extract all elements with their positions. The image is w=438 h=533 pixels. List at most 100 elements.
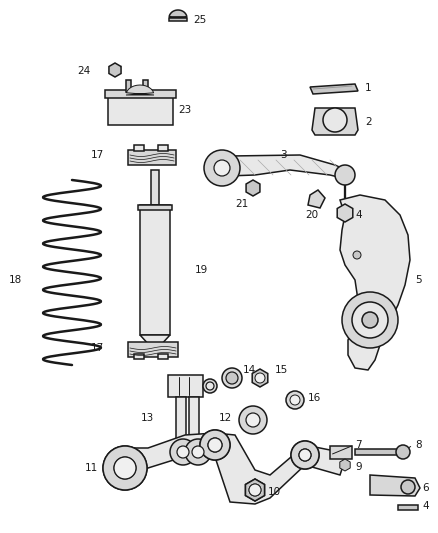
Polygon shape bbox=[340, 195, 410, 370]
Polygon shape bbox=[370, 475, 420, 496]
Circle shape bbox=[299, 449, 311, 461]
Circle shape bbox=[208, 438, 222, 452]
Text: 24: 24 bbox=[77, 66, 90, 76]
Circle shape bbox=[185, 439, 211, 465]
Text: 12: 12 bbox=[219, 413, 232, 423]
Polygon shape bbox=[189, 397, 199, 440]
Polygon shape bbox=[143, 80, 148, 92]
Circle shape bbox=[204, 150, 240, 186]
Circle shape bbox=[239, 406, 267, 434]
Circle shape bbox=[114, 457, 136, 479]
Polygon shape bbox=[126, 80, 131, 92]
Text: 16: 16 bbox=[308, 393, 321, 403]
Circle shape bbox=[103, 446, 147, 490]
Text: 18: 18 bbox=[9, 275, 22, 285]
Polygon shape bbox=[140, 205, 170, 335]
Polygon shape bbox=[355, 449, 403, 455]
Text: 15: 15 bbox=[275, 365, 288, 375]
Polygon shape bbox=[140, 335, 170, 347]
Polygon shape bbox=[158, 354, 168, 359]
Polygon shape bbox=[245, 479, 265, 501]
Text: 9: 9 bbox=[355, 462, 362, 472]
Polygon shape bbox=[337, 204, 353, 222]
Text: 14: 14 bbox=[243, 365, 256, 375]
Text: 17: 17 bbox=[91, 343, 104, 353]
Polygon shape bbox=[169, 18, 187, 21]
Text: 20: 20 bbox=[305, 210, 318, 220]
Text: 21: 21 bbox=[235, 199, 248, 209]
Polygon shape bbox=[308, 190, 325, 208]
Circle shape bbox=[291, 441, 319, 469]
Circle shape bbox=[192, 446, 204, 458]
Text: 10: 10 bbox=[268, 487, 281, 497]
Circle shape bbox=[170, 439, 196, 465]
Circle shape bbox=[323, 108, 347, 132]
Polygon shape bbox=[176, 397, 186, 440]
Polygon shape bbox=[108, 95, 173, 125]
Polygon shape bbox=[134, 354, 144, 359]
Circle shape bbox=[335, 165, 355, 185]
Text: 11: 11 bbox=[200, 443, 213, 453]
Polygon shape bbox=[128, 150, 176, 165]
Polygon shape bbox=[330, 446, 352, 459]
Circle shape bbox=[103, 446, 147, 490]
Text: 7: 7 bbox=[355, 440, 362, 450]
Text: 2: 2 bbox=[365, 117, 371, 127]
Polygon shape bbox=[220, 155, 350, 180]
Polygon shape bbox=[134, 145, 144, 151]
Circle shape bbox=[299, 449, 311, 461]
Polygon shape bbox=[245, 479, 265, 501]
Polygon shape bbox=[310, 84, 358, 94]
Circle shape bbox=[177, 446, 189, 458]
Polygon shape bbox=[158, 145, 168, 151]
Text: 19: 19 bbox=[195, 265, 208, 275]
Circle shape bbox=[249, 484, 261, 496]
Text: 3: 3 bbox=[280, 150, 286, 160]
Circle shape bbox=[114, 457, 136, 479]
Polygon shape bbox=[398, 505, 418, 510]
Polygon shape bbox=[168, 375, 203, 397]
Circle shape bbox=[352, 302, 388, 338]
Text: 11: 11 bbox=[85, 463, 98, 473]
Polygon shape bbox=[109, 63, 121, 77]
Circle shape bbox=[362, 312, 378, 328]
Text: 4: 4 bbox=[355, 210, 362, 220]
Text: 25: 25 bbox=[193, 15, 206, 25]
Circle shape bbox=[203, 379, 217, 393]
Polygon shape bbox=[169, 10, 187, 18]
Circle shape bbox=[214, 160, 230, 176]
Polygon shape bbox=[312, 108, 358, 135]
Polygon shape bbox=[126, 85, 154, 95]
Circle shape bbox=[353, 251, 361, 259]
Circle shape bbox=[208, 438, 222, 452]
Circle shape bbox=[249, 484, 261, 496]
Circle shape bbox=[342, 292, 398, 348]
Circle shape bbox=[200, 430, 230, 460]
Text: 17: 17 bbox=[91, 150, 104, 160]
Text: 1: 1 bbox=[365, 83, 371, 93]
Circle shape bbox=[222, 368, 242, 388]
Circle shape bbox=[246, 413, 260, 427]
Circle shape bbox=[290, 395, 300, 405]
Text: 13: 13 bbox=[141, 413, 154, 423]
Text: 23: 23 bbox=[178, 105, 191, 115]
Text: 6: 6 bbox=[422, 483, 429, 493]
Text: 8: 8 bbox=[415, 440, 422, 450]
Circle shape bbox=[291, 441, 319, 469]
Circle shape bbox=[111, 66, 119, 74]
Circle shape bbox=[200, 430, 230, 460]
Circle shape bbox=[286, 391, 304, 409]
Polygon shape bbox=[252, 369, 268, 387]
Polygon shape bbox=[128, 342, 178, 357]
Text: 4: 4 bbox=[422, 501, 429, 511]
Polygon shape bbox=[151, 170, 159, 205]
Polygon shape bbox=[138, 205, 172, 210]
Polygon shape bbox=[105, 90, 176, 98]
Circle shape bbox=[255, 373, 265, 383]
Text: 5: 5 bbox=[415, 275, 422, 285]
Circle shape bbox=[226, 372, 238, 384]
Circle shape bbox=[206, 382, 214, 390]
Circle shape bbox=[401, 480, 415, 494]
Polygon shape bbox=[246, 180, 260, 196]
Polygon shape bbox=[125, 433, 345, 504]
